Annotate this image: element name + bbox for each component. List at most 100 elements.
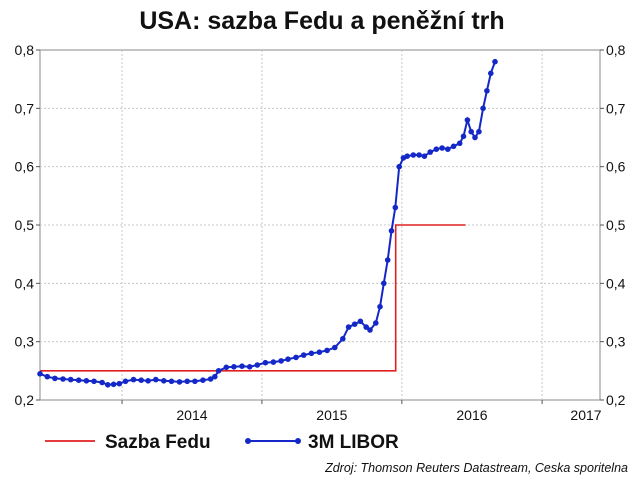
y-tick-label-right: 0,7	[606, 100, 626, 116]
data-point	[345, 324, 352, 330]
data-point	[377, 303, 383, 310]
series-layer	[37, 58, 498, 388]
data-point	[60, 376, 66, 382]
data-point	[105, 382, 111, 388]
data-point	[293, 354, 299, 361]
data-point	[91, 378, 97, 385]
data-point	[270, 359, 277, 365]
y-tick-label-right: 0,8	[606, 42, 626, 58]
data-point	[433, 146, 440, 152]
data-point	[308, 350, 315, 357]
data-point	[445, 146, 451, 152]
legend-marker	[245, 438, 251, 444]
data-point	[468, 128, 475, 135]
data-point	[67, 376, 74, 383]
data-point	[110, 381, 117, 388]
legend-marker	[295, 438, 301, 444]
data-point	[223, 364, 230, 371]
data-point	[410, 152, 417, 158]
data-point	[316, 349, 323, 356]
data-point	[184, 378, 190, 385]
y-tick-label-right: 0,5	[606, 217, 626, 233]
source-note: Zdroj: Thomson Reuters Datastream, Ceska…	[324, 461, 628, 475]
data-point	[404, 153, 411, 159]
legend-label: Sazba Fedu	[105, 432, 211, 453]
data-point	[239, 363, 245, 370]
data-point	[44, 373, 51, 380]
data-point	[138, 377, 144, 384]
data-point	[116, 380, 123, 387]
data-point	[363, 324, 370, 330]
y-tick-label-left: 0,6	[15, 159, 35, 175]
y-tick-label-left: 0,5	[15, 217, 35, 233]
data-point	[392, 204, 399, 211]
data-point	[439, 145, 445, 151]
y-tick-label-left: 0,2	[15, 392, 35, 408]
data-point	[130, 376, 137, 383]
data-point	[332, 344, 338, 351]
y-tick-label-right: 0,6	[606, 159, 626, 175]
data-point	[340, 336, 346, 342]
data-point	[357, 318, 364, 325]
data-point	[421, 153, 428, 159]
x-axis: 2014 2015 2016 2017	[121, 400, 602, 423]
legend: Sazba Fedu 3M LIBOR	[45, 432, 399, 453]
data-point	[324, 347, 330, 354]
data-point	[384, 257, 391, 263]
data-point	[122, 378, 129, 385]
data-point	[427, 149, 434, 155]
data-point	[52, 375, 58, 382]
data-point	[416, 152, 422, 158]
data-point	[207, 376, 214, 382]
data-point	[367, 327, 373, 333]
data-point	[351, 321, 358, 328]
data-point	[373, 320, 379, 326]
data-point	[388, 228, 395, 234]
data-point	[37, 371, 43, 377]
y-tick-label-left: 0,3	[15, 334, 35, 350]
data-point	[381, 280, 387, 287]
y-tick-label-left: 0,4	[15, 275, 35, 291]
data-point	[262, 359, 269, 366]
y-tick-label-right: 0,4	[606, 275, 626, 291]
data-point	[285, 356, 291, 363]
x-tick-label: 2016	[456, 407, 487, 423]
data-point	[456, 140, 463, 147]
x-tick-label: 2014	[176, 407, 207, 423]
grid	[40, 50, 600, 400]
data-point	[83, 378, 90, 384]
data-point	[153, 376, 159, 383]
data-point	[246, 364, 253, 370]
data-point	[231, 364, 237, 370]
y-tick-label-left: 0,7	[15, 100, 35, 116]
y-tick-label-left: 0,8	[15, 42, 35, 58]
data-point	[396, 163, 403, 170]
data-point	[450, 143, 457, 150]
x-tick-label: 2017	[570, 407, 601, 423]
data-point	[492, 58, 498, 65]
y-tick-label-right: 0,3	[606, 334, 626, 350]
data-point	[145, 378, 151, 384]
data-point	[75, 377, 82, 384]
data-point	[278, 358, 284, 364]
data-point	[476, 128, 482, 135]
chart-title: USA: sazba Fedu a peněžní trh	[139, 7, 504, 35]
data-point	[176, 379, 183, 385]
data-point	[484, 88, 490, 94]
data-point	[460, 133, 467, 140]
y-axis-right: 0,2 0,3 0,4 0,5 0,6 0,7 0,8	[600, 42, 626, 408]
data-point	[300, 352, 307, 358]
data-point	[192, 378, 198, 385]
data-point	[254, 362, 261, 368]
data-point	[464, 117, 471, 123]
data-point	[480, 105, 486, 112]
y-axis-left: 0,2 0,3 0,4 0,5 0,6 0,7 0,8	[15, 42, 40, 408]
data-point	[212, 373, 218, 380]
data-point	[161, 378, 167, 384]
data-point	[488, 70, 494, 77]
x-tick-label: 2015	[316, 407, 347, 423]
data-point	[472, 134, 478, 141]
data-point	[99, 379, 105, 386]
y-tick-label-right: 0,2	[606, 392, 626, 408]
